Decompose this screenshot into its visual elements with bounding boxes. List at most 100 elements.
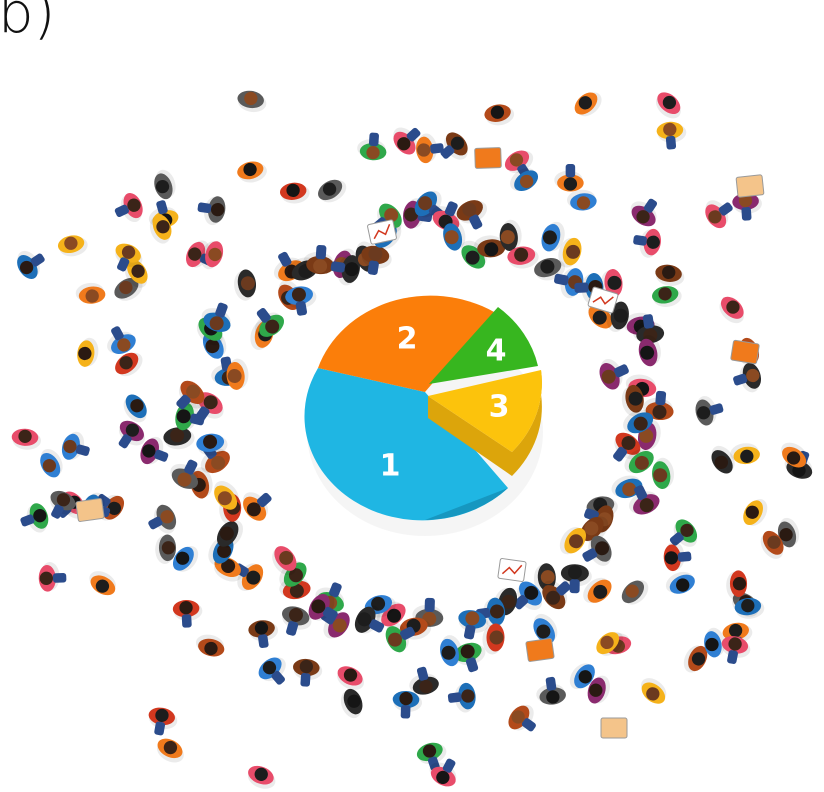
person-icon: [57, 235, 88, 257]
person-icon: [357, 132, 387, 161]
person-icon: [499, 219, 522, 251]
person-icon: [148, 504, 177, 534]
person-icon: [558, 237, 582, 268]
person-icon: [656, 121, 687, 150]
pie-slice-3-side: [428, 396, 512, 476]
person-icon: [279, 182, 310, 204]
person-icon: [669, 519, 698, 547]
person-icon: [107, 326, 136, 354]
person-icon: [416, 742, 447, 771]
pie-slice-3-side-arc: [512, 370, 542, 476]
person-icon: [170, 459, 199, 489]
person-icon: [621, 384, 644, 417]
person-icon: [416, 133, 444, 164]
person-icon: [393, 127, 421, 155]
person-icon: [461, 240, 487, 269]
person-icon: [587, 675, 610, 704]
person-icon: [77, 337, 99, 367]
gift-box-icon: [525, 638, 555, 662]
person-icon: [115, 352, 143, 377]
pie-slice-1-side: [425, 488, 508, 520]
pizza-box-icon: [735, 174, 765, 198]
person-icon: [214, 481, 239, 510]
person-icon: [237, 90, 267, 113]
person-icon: [11, 428, 41, 450]
person-icon: [743, 499, 768, 526]
person-icon: [655, 264, 685, 286]
pie-label-1: 1: [380, 449, 401, 484]
pie-label-2: 2: [397, 322, 418, 357]
pie-slice-3: [428, 370, 542, 452]
person-icon: [777, 517, 800, 548]
person-icon: [123, 394, 147, 423]
person-icon: [695, 395, 724, 426]
person-icon: [541, 221, 565, 252]
person-icon: [89, 571, 116, 596]
person-icon: [440, 635, 463, 667]
pie-label-4: 4: [486, 334, 507, 369]
person-icon: [642, 390, 674, 421]
person-icon: [458, 610, 489, 640]
person-icon: [340, 688, 363, 719]
person-icon: [176, 380, 205, 410]
person-icon: [721, 636, 751, 664]
person-icon: [20, 503, 49, 533]
person-icon: [272, 546, 297, 576]
person-icon: [115, 243, 143, 272]
crowd-layer: [11, 90, 813, 789]
person-icon: [201, 302, 231, 333]
person-icon: [149, 214, 172, 244]
person-icon: [195, 634, 225, 657]
person-icon: [633, 228, 661, 258]
chart-card-icon: [587, 286, 619, 314]
gift-box-icon: [730, 339, 760, 365]
person-icon: [640, 678, 667, 704]
person-icon: [385, 621, 415, 653]
person-icon: [482, 623, 505, 655]
person-icon: [705, 200, 733, 229]
person-icon: [630, 198, 658, 227]
person-icon: [474, 235, 506, 258]
person-icon: [704, 627, 726, 658]
person-icon: [361, 245, 392, 276]
person-icon: [318, 179, 347, 203]
person-icon: [282, 606, 312, 636]
person-icon: [513, 581, 543, 610]
person-icon: [781, 442, 808, 468]
person-icon: [354, 605, 385, 634]
person-icon: [172, 600, 203, 628]
person-icon: [507, 246, 539, 269]
person-icon: [559, 527, 587, 555]
person-icon: [456, 200, 488, 230]
person-icon: [596, 631, 624, 656]
person-icon: [583, 577, 612, 603]
person-icon: [655, 92, 681, 119]
person-icon: [409, 666, 439, 695]
person-icon: [623, 409, 654, 434]
person-icon: [760, 530, 784, 559]
person-icon: [248, 620, 279, 649]
person-icon: [254, 308, 285, 337]
person-icon: [732, 192, 762, 221]
person-icon: [484, 104, 515, 126]
person-icon: [560, 564, 592, 594]
person-icon: [629, 485, 660, 515]
pie-label-3: 3: [489, 390, 510, 425]
person-icon: [293, 658, 323, 687]
person-icon: [663, 541, 692, 572]
person-icon: [17, 250, 45, 280]
person-icon: [392, 690, 423, 719]
pie-slice-4: [429, 307, 538, 384]
person-icon: [726, 570, 748, 600]
person-icon: [330, 255, 360, 286]
person-icon: [475, 597, 506, 629]
person-icon: [533, 563, 556, 595]
person-icon: [533, 613, 558, 644]
person-icon: [234, 269, 257, 301]
person-icon: [730, 443, 760, 465]
person-icon: [582, 535, 612, 566]
person-icon: [308, 592, 338, 621]
person-icon: [114, 278, 143, 301]
person-icon: [285, 286, 317, 316]
